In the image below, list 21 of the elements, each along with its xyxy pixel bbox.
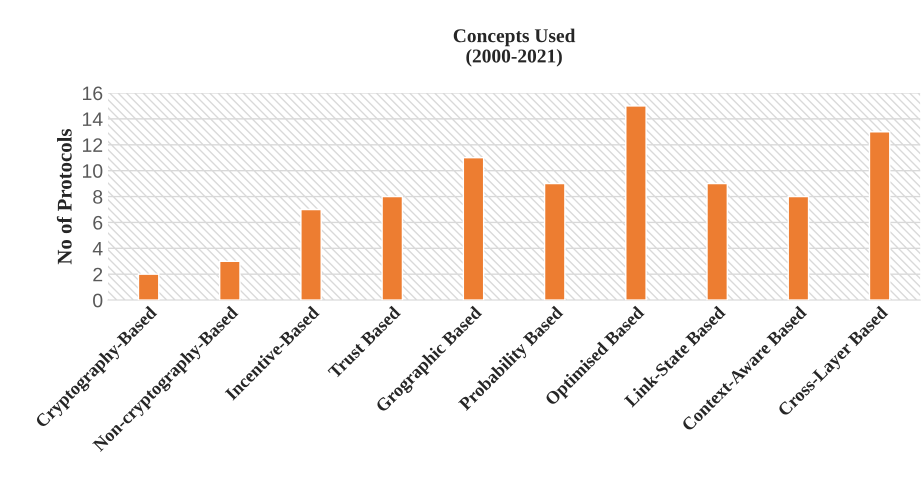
y-tick-label: 0 bbox=[93, 294, 102, 308]
bar bbox=[462, 157, 484, 300]
y-tick-label: 12 bbox=[82, 138, 102, 152]
y-tick-label: 16 bbox=[82, 86, 102, 100]
bar bbox=[788, 196, 810, 300]
bar bbox=[381, 196, 404, 300]
bar bbox=[138, 274, 160, 300]
bar bbox=[868, 131, 890, 300]
bar bbox=[625, 105, 647, 300]
bar bbox=[544, 182, 566, 300]
y-axis-title: No of Protocols bbox=[56, 128, 72, 264]
y-tick-label: 4 bbox=[92, 242, 103, 256]
chart-title: Concepts Used (2000-2021) bbox=[454, 28, 576, 67]
bar bbox=[300, 208, 322, 300]
y-tick-label: 10 bbox=[82, 164, 102, 178]
y-tick-label: 2 bbox=[93, 268, 102, 282]
y-tick-label: 14 bbox=[82, 112, 103, 126]
y-tick-label: 8 bbox=[93, 190, 102, 204]
y-tick-label: 6 bbox=[93, 216, 102, 230]
bar bbox=[218, 260, 241, 300]
bar bbox=[706, 182, 728, 300]
